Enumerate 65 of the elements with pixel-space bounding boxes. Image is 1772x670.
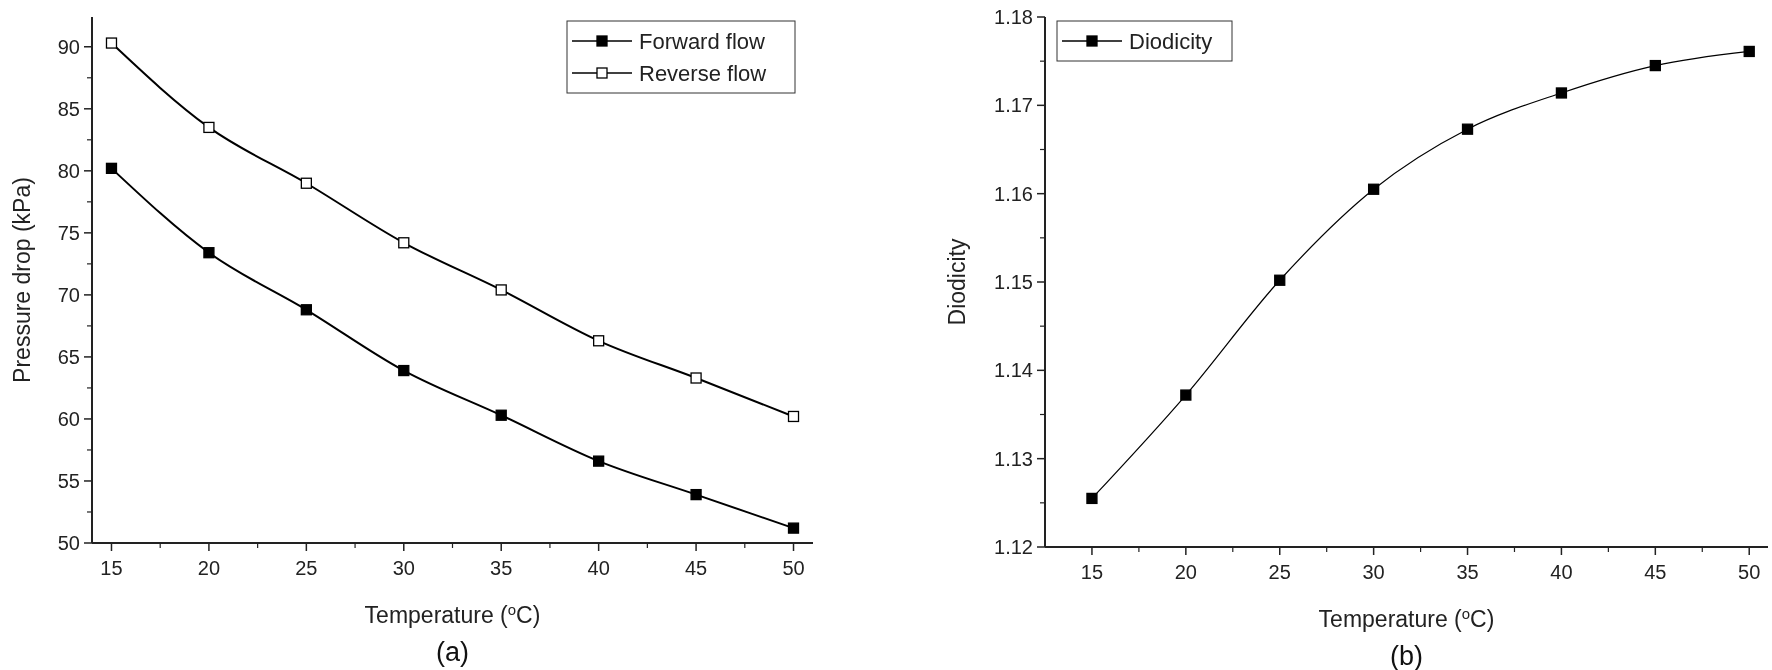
y-tick-label: 1.18: [994, 6, 1033, 28]
y-tick-label: 65: [57, 345, 80, 368]
x-tick-label: 15: [1080, 561, 1104, 583]
point: [593, 335, 605, 347]
point: [398, 237, 410, 249]
point: [398, 364, 410, 377]
point: [593, 455, 605, 467]
y-tick-label: 80: [57, 159, 80, 182]
y-tick-label: 50: [57, 532, 80, 554]
point: [787, 522, 800, 534]
point: [495, 284, 507, 296]
y-tick-label: 55: [57, 469, 80, 492]
point: [1649, 59, 1661, 72]
y-tick-label: 1.12: [994, 536, 1033, 558]
y-tick-label: 1.17: [994, 94, 1033, 117]
x-tick-label: 30: [392, 557, 415, 579]
point: [1555, 87, 1568, 99]
y-axis-title: Pressure drop (kPa): [9, 177, 35, 383]
point: [1743, 45, 1755, 58]
y-tick-label: 1.13: [994, 447, 1033, 470]
x-tick-label: 15: [100, 557, 123, 579]
x-tick-label: 50: [782, 557, 805, 579]
point: [787, 410, 800, 423]
x-tick-label: 50: [1738, 561, 1761, 583]
x-tick-label: 35: [490, 557, 513, 579]
text: (a): [436, 637, 469, 667]
point: [203, 247, 215, 259]
x-tick-label: 35: [1456, 561, 1479, 583]
y-tick-label: 1.14: [994, 359, 1033, 382]
y-axis-title: Diodicity: [944, 238, 970, 326]
legend-label: Reverse flow: [639, 61, 767, 86]
legend-label: Forward flow: [639, 29, 766, 54]
y-tick-label: 70: [57, 283, 80, 306]
point: [1086, 492, 1098, 505]
y-tick-label: 60: [57, 407, 80, 430]
point: [105, 37, 118, 49]
y-tick-label: 90: [57, 35, 80, 58]
x-tick-label: 45: [684, 557, 708, 579]
point: [1367, 183, 1380, 195]
x-tick-label: 45: [1644, 561, 1667, 583]
x-tick-label: 25: [295, 557, 318, 579]
point: [690, 372, 702, 384]
legend-label: Diodicity: [1129, 29, 1213, 54]
point: [1274, 274, 1286, 286]
x-axis-title: Temperature ($^{o}$C): [364, 600, 541, 628]
x-tick-label: 20: [197, 557, 221, 579]
x-tick-label: 40: [587, 557, 610, 579]
point: [300, 304, 312, 316]
point: [495, 409, 507, 421]
x-tick-label: 30: [1362, 561, 1385, 583]
x-tick-label: 40: [1550, 561, 1573, 583]
y-tick-label: 1.16: [994, 182, 1033, 205]
y-tick-label: 1.15: [994, 271, 1033, 293]
x-tick-label: 25: [1268, 561, 1291, 583]
point: [300, 177, 312, 189]
point: [203, 121, 215, 134]
point: [1180, 389, 1192, 401]
x-tick-label: 20: [1174, 561, 1197, 583]
point: [1461, 123, 1474, 135]
point: [690, 488, 702, 501]
text: (b): [1390, 641, 1423, 670]
x-axis-title: Temperature ($^{o}$C): [1318, 604, 1495, 632]
point: [105, 162, 118, 174]
y-tick-label: 85: [57, 97, 80, 120]
y-tick-label: 75: [57, 221, 80, 244]
